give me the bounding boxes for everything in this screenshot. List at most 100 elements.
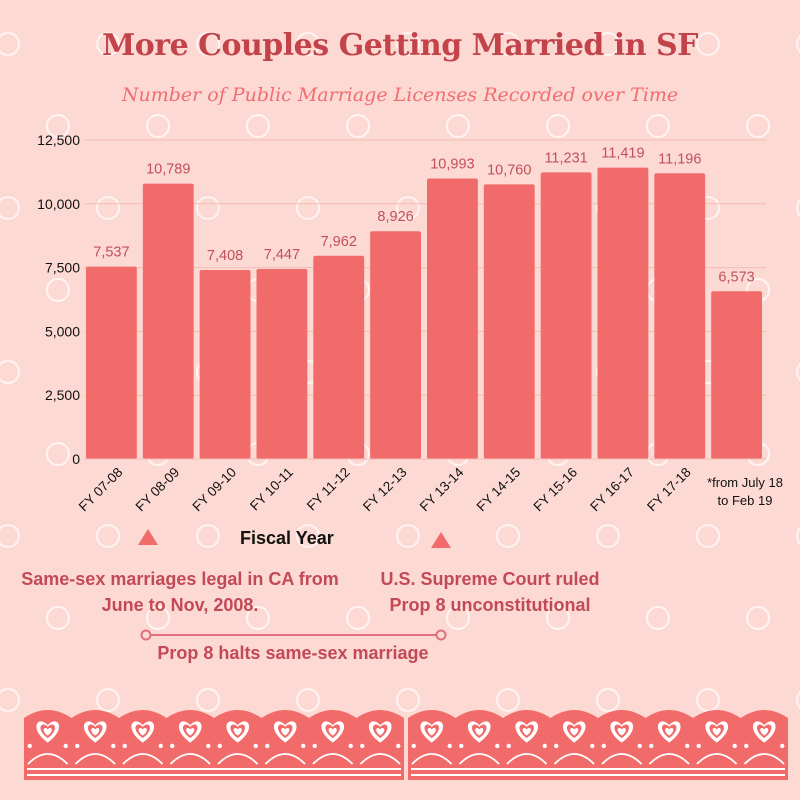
lace-dot: [696, 743, 701, 749]
heart-icon: [91, 727, 100, 736]
bar-value-label: 7,962: [321, 234, 357, 250]
bg-circle: [746, 606, 770, 630]
lace-arch: [359, 753, 401, 765]
lace-line: [27, 774, 401, 776]
bg-circle: [446, 114, 470, 138]
lace-line: [411, 768, 785, 770]
bg-circle: [146, 114, 170, 138]
lace-arch: [217, 753, 259, 765]
bg-circle: [296, 32, 320, 56]
bg-circle: [296, 196, 320, 220]
bg-circle: [396, 688, 420, 712]
bar: [427, 178, 478, 460]
lace-arch: [743, 753, 785, 765]
lace-dot: [217, 743, 222, 749]
bar: [199, 269, 251, 459]
y-tick-label: 5,000: [45, 323, 80, 339]
lace-arch: [74, 753, 116, 765]
bar-value-label: 7,447: [264, 247, 300, 263]
bg-circle: [696, 688, 720, 712]
heart-icon: [665, 727, 674, 736]
bar-value-label: 11,419: [601, 146, 644, 162]
lace-dot: [554, 743, 559, 749]
triangle-marker-icon: [138, 529, 158, 545]
bg-circle: [496, 32, 520, 56]
bar-value-label: 6,573: [718, 269, 754, 285]
lace-arch: [27, 753, 69, 765]
bg-circle: [396, 524, 420, 548]
heart-icon: [712, 727, 721, 736]
bg-circle: [546, 606, 570, 630]
chart-title: More Couples Getting Married in SF: [102, 28, 698, 63]
lace-dot: [601, 743, 606, 749]
bar: [370, 231, 421, 459]
bg-circle: [46, 442, 70, 466]
y-tick-label: 2,500: [45, 387, 80, 403]
bg-circle: [96, 32, 120, 56]
lace-dot: [542, 743, 547, 749]
y-tick-label: 10,000: [37, 196, 80, 212]
bg-circle: [746, 114, 770, 138]
lace-dot: [360, 743, 365, 749]
bar-value-label: 7,537: [93, 245, 129, 261]
lace-dot: [495, 743, 500, 749]
lace-dot: [447, 743, 452, 749]
lace-dot: [590, 743, 595, 749]
bg-circle: [496, 524, 520, 548]
lace-arch: [169, 753, 211, 765]
bg-circle: [196, 524, 220, 548]
lace-dot: [265, 743, 270, 749]
bg-circle: [496, 688, 520, 712]
lace-arch: [601, 753, 643, 765]
heart-icon: [475, 727, 484, 736]
bg-circle: [96, 524, 120, 548]
bg-circle: [0, 196, 20, 220]
bg-circle: [396, 196, 420, 220]
bg-circle: [796, 199, 800, 217]
bg-circle: [346, 114, 370, 138]
lace-dot: [506, 743, 511, 749]
bar: [711, 291, 762, 459]
lace-arch: [553, 753, 595, 765]
bg-circle: [0, 360, 20, 384]
bg-circle: [396, 32, 420, 56]
bar-value-label: 11,196: [658, 151, 701, 167]
bg-circle: [596, 688, 620, 712]
bar: [256, 268, 308, 459]
bar-value-label: 7,408: [207, 248, 243, 264]
heart-icon: [760, 727, 769, 736]
lace-dot: [312, 743, 317, 749]
y-tick-label: 7,500: [45, 260, 80, 276]
lace-dot: [122, 743, 127, 749]
heart-icon: [617, 727, 626, 736]
lace-arch: [122, 753, 164, 765]
bg-circle: [296, 688, 320, 712]
lace-dot: [685, 743, 690, 749]
bar: [483, 184, 535, 460]
heart-icon: [522, 727, 531, 736]
heart-icon: [570, 727, 579, 736]
bg-circle: [446, 606, 470, 630]
heart-icon: [376, 727, 385, 736]
y-tick-label: 0: [72, 451, 80, 467]
bar: [313, 255, 365, 459]
lace-arch: [264, 753, 306, 765]
bar: [597, 167, 649, 460]
bg-circle: [46, 606, 70, 630]
bar-value-label: 11,231: [544, 150, 587, 166]
timeline-label: Prop 8 halts same-sex marriage: [157, 643, 429, 663]
lace-dot: [780, 743, 785, 749]
footnote: *from July 18 to Feb 19: [707, 475, 783, 508]
bg-circle: [646, 606, 670, 630]
lace-arch: [648, 753, 690, 765]
bg-circle: [696, 32, 720, 56]
lace-dot: [27, 743, 32, 749]
lace-dot: [253, 743, 258, 749]
heart-icon: [43, 727, 52, 736]
lace-dot: [649, 743, 654, 749]
bg-circle: [46, 278, 70, 302]
lace-line: [27, 768, 401, 770]
heart-icon: [427, 727, 436, 736]
